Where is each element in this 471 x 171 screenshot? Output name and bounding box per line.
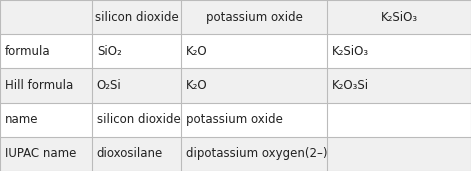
Text: K₂SiO₃: K₂SiO₃ (381, 11, 418, 24)
Text: silicon dioxide: silicon dioxide (95, 11, 179, 24)
Bar (0, 68, 471, 103)
Text: formula: formula (5, 45, 50, 58)
Text: K₂O: K₂O (187, 45, 208, 58)
Text: K₂SiO₃: K₂SiO₃ (333, 45, 369, 58)
Text: name: name (5, 113, 39, 126)
Text: SiO₂: SiO₂ (97, 45, 122, 58)
Bar (0, 34, 471, 68)
Text: silicon dioxide: silicon dioxide (97, 113, 180, 126)
Text: O₂Si: O₂Si (97, 79, 122, 92)
Text: Hill formula: Hill formula (5, 79, 73, 92)
Bar (0, 103, 471, 137)
Text: potassium oxide: potassium oxide (187, 113, 283, 126)
Text: K₂O₃Si: K₂O₃Si (333, 79, 369, 92)
Bar (0, 0, 471, 34)
Text: dipotassium oxygen(2–): dipotassium oxygen(2–) (187, 147, 328, 160)
Bar (0, 137, 471, 171)
Text: IUPAC name: IUPAC name (5, 147, 76, 160)
Text: K₂O: K₂O (187, 79, 208, 92)
Text: dioxosilane: dioxosilane (97, 147, 163, 160)
Text: potassium oxide: potassium oxide (206, 11, 303, 24)
